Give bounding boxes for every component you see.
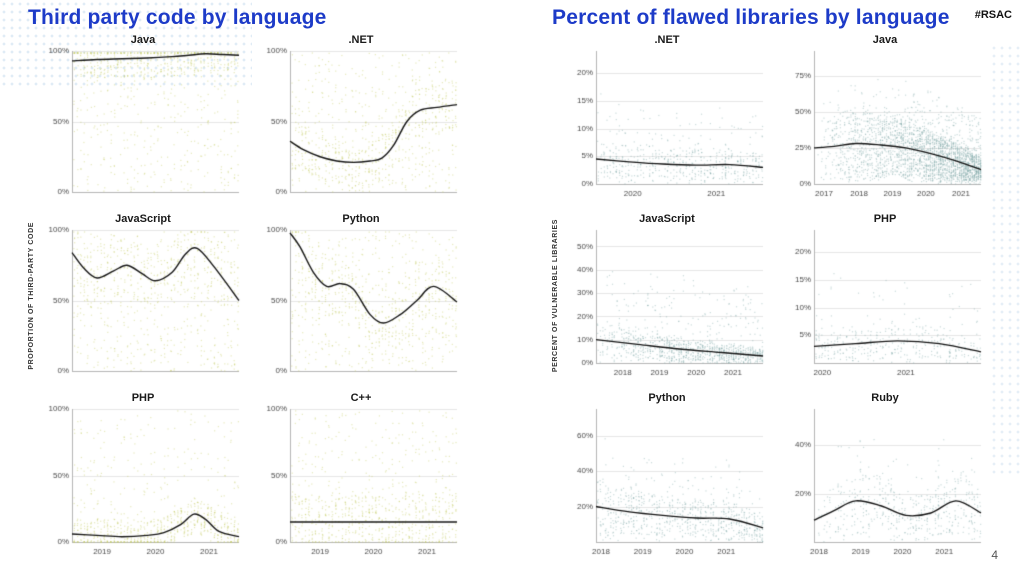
subplot-canvas-java [784,47,986,199]
subplot-title: Python [648,392,686,404]
left-y-axis-label: PROPORTION OF THIRD-PARTY CODE [28,221,35,370]
subplot-canvas-javascript [566,226,768,378]
subplot-title: .NET [654,34,680,46]
subplot-python: Python [260,213,462,378]
right-panel-title: Percent of flawed libraries by language [552,6,950,29]
subplot-ruby: Ruby [784,392,986,557]
subplot-title: PHP [873,213,897,225]
subplot-canvas-php [784,226,986,378]
subplot-canvas-javascript [42,226,244,378]
right-facet-wrap: PERCENT OF VULNERABLE LIBRARIES .NET Java… [552,34,1004,557]
subplot-title: C++ [350,392,372,404]
subplot-javascript: JavaScript [42,213,244,378]
subplot-canvas-c [260,405,462,557]
subplot-javascript: JavaScript [566,213,768,378]
subplot-canvas-python [566,405,768,557]
subplot-php: PHP [42,392,244,557]
subplot-canvas-net [260,47,462,199]
page-number: 4 [991,548,998,562]
subplot-title: Java [872,34,898,46]
rsac-hashtag: #RSAC [974,9,1012,21]
subplot-net: .NET [260,34,462,199]
right-y-axis-label: PERCENT OF VULNERABLE LIBRARIES [552,218,559,373]
subplot-title: PHP [131,392,155,404]
panel-third-party-code: Third party code by language PROPORTION … [28,6,480,557]
subplot-title: Python [342,213,380,225]
subplot-java: Java [784,34,986,199]
subplot-title: JavaScript [639,213,695,225]
subplot-title: .NET [348,34,374,46]
subplot-php: PHP [784,213,986,378]
subplot-title: Ruby [871,392,899,404]
right-chart-grid: .NET Java JavaScript PHP Python Ruby [566,34,986,557]
subplot-canvas-python [260,226,462,378]
subplot-title: Java [130,34,156,46]
subplot-canvas-php [42,405,244,557]
subplot-canvas-java [42,47,244,199]
subplot-net: .NET [566,34,768,199]
subplot-python: Python [566,392,768,557]
subplot-canvas-ruby [784,405,986,557]
left-facet-wrap: PROPORTION OF THIRD-PARTY CODE Java .NET J… [28,34,480,557]
left-panel-title: Third party code by language [28,6,327,29]
left-chart-grid: Java .NET JavaScript Python PHP C++ [42,34,462,557]
subplot-java: Java [42,34,244,199]
subplot-title: JavaScript [115,213,171,225]
panel-flawed-libraries: Percent of flawed libraries by language … [552,6,1004,557]
subplot-c: C++ [260,392,462,557]
subplot-canvas-net [566,47,768,199]
